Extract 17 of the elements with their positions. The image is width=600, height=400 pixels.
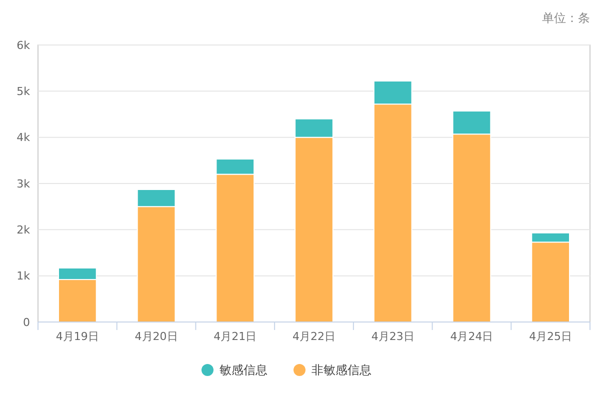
y-tick-label: 0 [23,316,30,329]
y-tick-label: 2k [16,224,31,237]
y-tick-label: 3k [16,177,31,190]
y-tick-label: 1k [16,270,31,283]
legend-label: 敏感信息 [220,363,268,378]
x-tick-label: 4月23日 [371,330,414,343]
x-tick-label: 4月24日 [450,330,494,343]
y-tick-label: 4k [16,131,31,144]
x-tick-label: 4月19日 [56,330,99,343]
legend-label: 非敏感信息 [312,363,372,378]
x-tick-label: 4月22日 [292,330,336,343]
x-tick-label: 4月25日 [529,330,572,343]
y-tick-label: 5k [16,85,31,98]
x-tick-label: 4月20日 [134,330,178,343]
x-tick-label: 4月21日 [214,330,257,343]
text: 单位：条 [542,11,590,25]
y-tick-label: 6k [16,38,31,52]
